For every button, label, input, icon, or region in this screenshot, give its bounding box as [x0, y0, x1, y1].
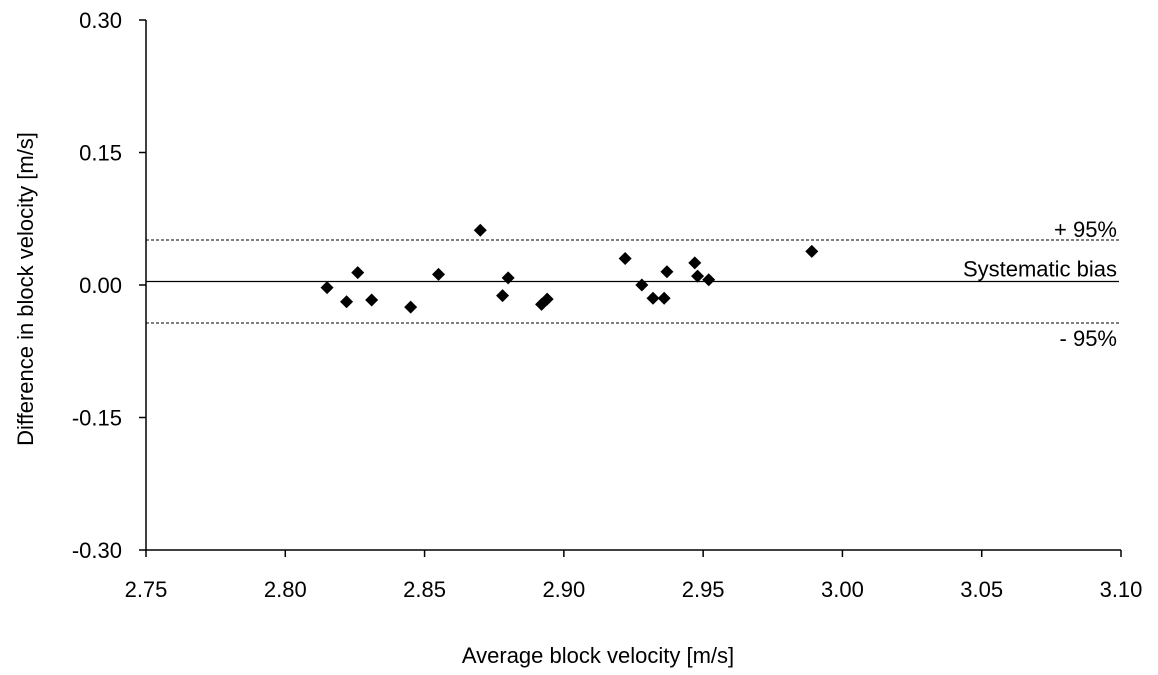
- data-point: [473, 223, 487, 237]
- x-tick-label: 2.80: [264, 577, 307, 602]
- y-axis-title: Difference in block velocity [m/s]: [13, 132, 38, 446]
- x-axis-title: Average block velocity [m/s]: [462, 643, 734, 668]
- x-tick-label: 2.75: [125, 577, 168, 602]
- data-point: [702, 273, 716, 287]
- data-point: [365, 293, 379, 307]
- data-point: [340, 295, 354, 309]
- x-tick-label: 3.00: [821, 577, 864, 602]
- x-tick-label: 3.10: [1100, 577, 1143, 602]
- data-point: [404, 300, 418, 314]
- data-point: [691, 269, 705, 283]
- axes: [145, 20, 1121, 551]
- y-tick-label: -0.15: [72, 406, 122, 431]
- data-point: [688, 256, 702, 270]
- data-point: [657, 291, 671, 305]
- data-point: [805, 244, 819, 258]
- y-tick-label: 0.30: [79, 8, 122, 33]
- data-point: [432, 267, 445, 281]
- data-points: [320, 223, 819, 314]
- reference-label: Systematic bias: [963, 256, 1117, 281]
- reference-labels: + 95% Systematic bias - 95%: [963, 217, 1117, 351]
- x-tick-label: 2.90: [542, 577, 585, 602]
- y-ticks: 0.30 0.15 0.00 -0.15 -0.30: [72, 8, 146, 563]
- reference-label: - 95%: [1060, 326, 1117, 351]
- y-tick-label: 0.15: [79, 141, 122, 166]
- data-point: [660, 265, 674, 279]
- data-point: [351, 266, 365, 280]
- reference-lines: [146, 239, 1119, 324]
- x-tick-label: 3.05: [960, 577, 1003, 602]
- data-point: [540, 292, 554, 306]
- data-point: [635, 278, 649, 292]
- data-point: [320, 281, 334, 295]
- data-point: [496, 289, 510, 303]
- x-ticks: 2.75 2.80 2.85 2.90 2.95 3.00 3.05 3.10: [125, 550, 1143, 602]
- data-point: [646, 291, 660, 305]
- data-point: [618, 252, 632, 265]
- x-tick-label: 2.85: [403, 577, 446, 602]
- y-tick-label: 0.00: [79, 273, 122, 298]
- reference-label: + 95%: [1054, 217, 1117, 242]
- data-point: [501, 271, 515, 285]
- x-tick-label: 2.95: [682, 577, 725, 602]
- y-tick-label: -0.30: [72, 538, 122, 563]
